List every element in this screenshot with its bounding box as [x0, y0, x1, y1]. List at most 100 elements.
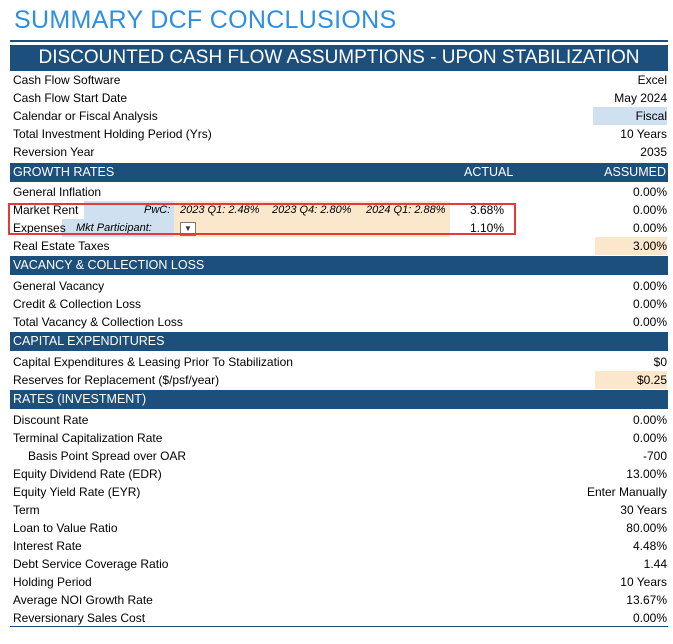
cell-row-reserves-replacement[interactable]: Reserves for Replacement ($/psf/year) $0… — [10, 371, 668, 389]
market-rent-assumed: 0.00% — [632, 203, 667, 217]
row-label: Term — [13, 503, 40, 517]
title-divider — [10, 40, 668, 42]
section-label: RATES (INVESTMENT) — [13, 392, 147, 406]
cell-row-cash-flow-software[interactable]: Cash Flow Software Excel — [10, 71, 668, 89]
row-label: Calendar or Fiscal Analysis — [13, 109, 158, 123]
cell-row-dscr[interactable]: Debt Service Coverage Ratio 1.44 — [10, 555, 668, 573]
cell-row-real-estate-taxes[interactable]: Real Estate Taxes 3.00% — [10, 237, 668, 255]
row-label: Debt Service Coverage Ratio — [13, 557, 169, 571]
cell-row-edr[interactable]: Equity Dividend Rate (EDR) 13.00% — [10, 465, 668, 483]
cell-row-general-inflation[interactable]: General Inflation 0.00% — [10, 183, 668, 201]
page-title: SUMMARY DCF CONCLUSIONS — [14, 6, 397, 34]
bottom-divider — [10, 626, 668, 627]
row-label: General Inflation — [13, 185, 102, 199]
cell-row-interest-rate[interactable]: Interest Rate 4.48% — [10, 537, 668, 555]
row-value: 0.00% — [632, 315, 667, 329]
pwc-2024-q1: 2024 Q1: 2.88% — [366, 204, 446, 216]
row-value: 80.00% — [626, 521, 667, 535]
section-label: VACANCY & COLLECTION LOSS — [13, 258, 205, 272]
row-value: 30 Years — [620, 503, 667, 517]
row-label: Cash Flow Software — [13, 73, 121, 87]
dropdown-arrow-icon[interactable]: ▼ — [180, 222, 196, 236]
row-label: Market Rent — [13, 203, 79, 217]
section-label: CAPITAL EXPENDITURES — [13, 334, 165, 348]
real-estate-taxes-input[interactable]: 3.00% — [595, 237, 667, 255]
row-label: Loan to Value Ratio — [13, 521, 118, 535]
input-highlight-area — [174, 201, 450, 237]
mkt-participant-label: Mkt Participant: — [76, 222, 152, 234]
cell-row-terminal-cap-rate[interactable]: Terminal Capitalization Rate 0.00% — [10, 429, 668, 447]
pwc-2023-q4: 2023 Q4: 2.80% — [272, 204, 352, 216]
row-label: Capital Expenditures & Leasing Prior To … — [13, 355, 293, 369]
market-rent-actual: 3.68% — [469, 203, 504, 217]
row-value: Excel — [637, 73, 667, 87]
col-actual-header: ACTUAL — [464, 165, 514, 179]
row-label: Equity Dividend Rate (EDR) — [13, 467, 162, 481]
cell-row-holding-period[interactable]: Holding Period 10 Years — [10, 573, 668, 591]
row-label: Discount Rate — [13, 413, 89, 427]
row-value: 0.00% — [632, 431, 667, 445]
row-label: Cash Flow Start Date — [13, 91, 128, 105]
row-value: 1.44 — [643, 557, 667, 571]
cell-row-reversionary-sales-cost[interactable]: Reversionary Sales Cost 0.00% — [10, 609, 668, 627]
cell-row-discount-rate[interactable]: Discount Rate 0.00% — [10, 411, 668, 429]
row-value: 0.00% — [632, 413, 667, 427]
row-value: 13.67% — [626, 593, 667, 607]
vacancy-header: VACANCY & COLLECTION LOSS — [10, 256, 668, 275]
pwc-label-cell — [84, 201, 174, 219]
cell-row-total-vacancy[interactable]: Total Vacancy & Collection Loss 0.00% — [10, 313, 668, 331]
row-value: 0.00% — [632, 185, 667, 199]
row-label: Basis Point Spread over OAR — [28, 449, 187, 463]
section-banner: DISCOUNTED CASH FLOW ASSUMPTIONS - UPON … — [10, 45, 668, 71]
expenses-assumed: 0.00% — [632, 221, 667, 235]
expenses-actual: 1.10% — [469, 221, 504, 235]
reserves-input[interactable]: $0.25 — [595, 371, 667, 389]
row-label: Holding Period — [13, 575, 92, 589]
pwc-label: PwC: — [144, 204, 171, 216]
cell-row-general-vacancy[interactable]: General Vacancy 0.00% — [10, 277, 668, 295]
fiscal-select-cell[interactable]: Fiscal — [593, 107, 667, 125]
row-value: 0.00% — [632, 297, 667, 311]
cell-row-ltv[interactable]: Loan to Value Ratio 80.00% — [10, 519, 668, 537]
row-value: May 2024 — [614, 91, 667, 105]
row-label: Total Investment Holding Period (Yrs) — [13, 127, 212, 141]
row-value: 2035 — [640, 145, 667, 159]
rates-header: RATES (INVESTMENT) — [10, 390, 668, 409]
row-value: Enter Manually — [586, 485, 667, 499]
row-value: 0.00% — [632, 279, 667, 293]
cell-row-credit-collection-loss[interactable]: Credit & Collection Loss 0.00% — [10, 295, 668, 313]
cell-row-capex-leasing[interactable]: Capital Expenditures & Leasing Prior To … — [10, 353, 668, 371]
row-label: Average NOI Growth Rate — [13, 593, 153, 607]
cell-row-calendar-fiscal[interactable]: Calendar or Fiscal Analysis Fiscal — [10, 107, 668, 125]
row-label: Credit & Collection Loss — [13, 297, 142, 311]
row-value: 0.00% — [632, 611, 667, 625]
row-value: 4.48% — [632, 539, 667, 553]
row-value: 10 Years — [620, 127, 667, 141]
row-value: $0 — [653, 355, 667, 369]
growth-rates-header: GROWTH RATES ACTUAL ASSUMED — [10, 163, 668, 182]
cell-row-market-rent[interactable]: Market Rent PwC: 2023 Q1: 2.48% 2023 Q4:… — [10, 201, 668, 219]
row-label: Interest Rate — [13, 539, 82, 553]
cell-row-eyr[interactable]: Equity Yield Rate (EYR) Enter Manually — [10, 483, 668, 501]
row-label: General Vacancy — [13, 279, 105, 293]
cell-row-term[interactable]: Term 30 Years — [10, 501, 668, 519]
highlight-annotation-box — [8, 203, 516, 235]
section-label: GROWTH RATES — [13, 165, 115, 179]
row-label: Total Vacancy & Collection Loss — [13, 315, 183, 329]
row-label: Terminal Capitalization Rate — [13, 431, 163, 445]
cell-row-reversion-year[interactable]: Reversion Year 2035 — [10, 143, 668, 161]
row-label: Real Estate Taxes — [13, 239, 110, 253]
pwc-2023-q1: 2023 Q1: 2.48% — [180, 204, 260, 216]
capex-header: CAPITAL EXPENDITURES — [10, 332, 668, 351]
cell-row-expenses[interactable]: Expenses Mkt Participant: ▼ 1.10% 0.00% — [10, 219, 668, 237]
row-label: Reversion Year — [13, 145, 95, 159]
row-value: -700 — [642, 449, 667, 463]
col-assumed-header: ASSUMED — [604, 165, 666, 179]
cell-row-noi-growth[interactable]: Average NOI Growth Rate 13.67% — [10, 591, 668, 609]
row-label: Expenses — [13, 221, 66, 235]
cell-row-holding-period-yrs[interactable]: Total Investment Holding Period (Yrs) 10… — [10, 125, 668, 143]
row-value: 13.00% — [626, 467, 667, 481]
cell-row-basis-point-spread[interactable]: Basis Point Spread over OAR -700 — [10, 447, 668, 465]
cell-row-cash-flow-start-date[interactable]: Cash Flow Start Date May 2024 — [10, 89, 668, 107]
row-label: Reversionary Sales Cost — [13, 611, 146, 625]
